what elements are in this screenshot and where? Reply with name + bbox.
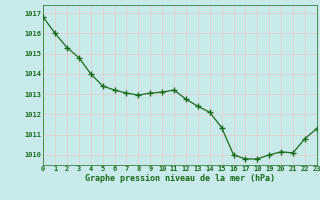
X-axis label: Graphe pression niveau de la mer (hPa): Graphe pression niveau de la mer (hPa) [85, 174, 275, 183]
